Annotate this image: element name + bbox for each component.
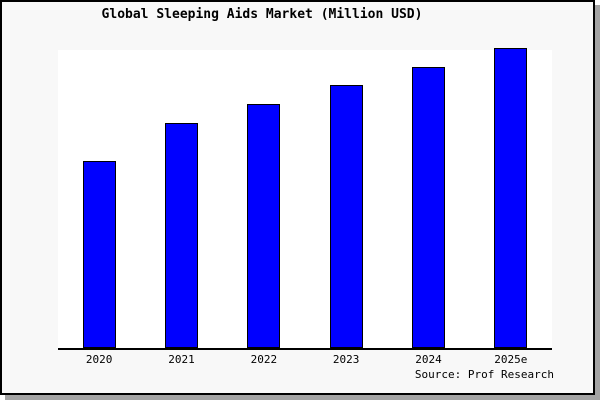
x-axis-tick-labels: 2020 2021 2022 2023 2024 2025e: [58, 353, 552, 368]
bar-2024: [412, 66, 445, 348]
x-tick-label-2021: 2021: [168, 353, 195, 366]
x-tick-label-2025e: 2025e: [494, 353, 528, 366]
bar-2021: [165, 123, 198, 348]
bar-2022: [247, 103, 281, 348]
x-tick-label-2020: 2020: [85, 353, 113, 366]
x-tick-label-2024: 2024: [415, 353, 442, 366]
bar-2023: [329, 84, 363, 348]
chart-title: Global Sleeping Aids Market (Million USD…: [101, 7, 423, 22]
bar-2025e: [494, 48, 528, 348]
x-tick-label-2022: 2022: [250, 353, 278, 366]
source-credit: Source: Prof Research: [414, 368, 554, 381]
x-tick-label-2023: 2023: [332, 353, 360, 366]
bar-2020: [82, 161, 116, 348]
plot-area: [58, 48, 552, 350]
